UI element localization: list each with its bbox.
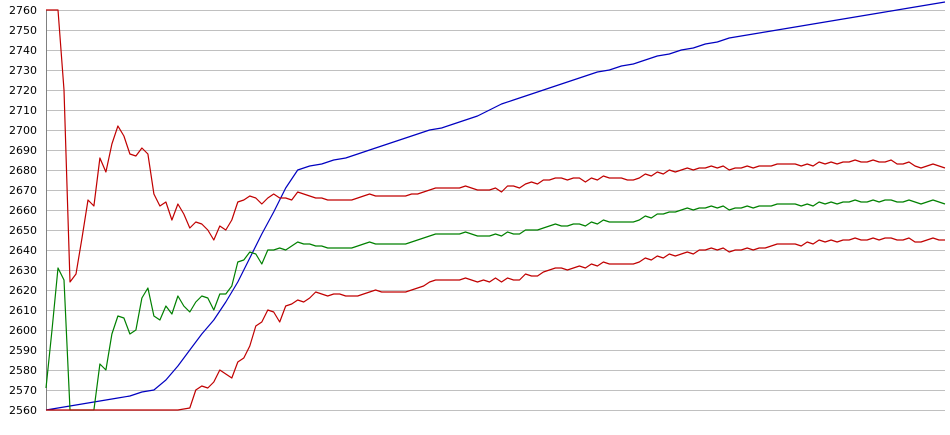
series-line-4 <box>46 237 945 411</box>
y-tick-label: 2630 <box>9 264 37 277</box>
y-tick-label: 2690 <box>9 144 37 157</box>
y-tick-label: 2600 <box>9 324 37 337</box>
y-tick-label: 2570 <box>9 384 37 397</box>
y-tick-label: 2590 <box>9 344 37 357</box>
y-tick-label: 2720 <box>9 84 37 97</box>
y-tick-label: 2660 <box>9 204 37 217</box>
series-line-3 <box>45 199 946 411</box>
series-line-1 <box>45 1 946 411</box>
y-tick-label: 2750 <box>9 24 37 37</box>
y-tick-label: 2650 <box>9 224 37 237</box>
y-tick-label: 2760 <box>9 4 37 17</box>
y-tick-label: 2620 <box>9 284 37 297</box>
series-lines <box>45 1 946 411</box>
y-tick-label: 2560 <box>9 404 37 417</box>
grid <box>46 10 945 411</box>
y-tick-labels: 2560 2570 2580 2590 2600 2610 2620 2630 2640 2650… <box>9 4 37 417</box>
y-tick-label: 2730 <box>9 64 37 77</box>
y-tick-label: 2740 <box>9 44 37 57</box>
y-tick-label: 2700 <box>9 124 37 137</box>
y-tick-label: 2580 <box>9 364 37 377</box>
series-line-2 <box>46 9 946 283</box>
y-tick-label: 2670 <box>9 184 37 197</box>
y-tick-label: 2710 <box>9 104 37 117</box>
y-tick-label: 2640 <box>9 244 37 257</box>
y-tick-label: 2680 <box>9 164 37 177</box>
y-tick-label: 2610 <box>9 304 37 317</box>
